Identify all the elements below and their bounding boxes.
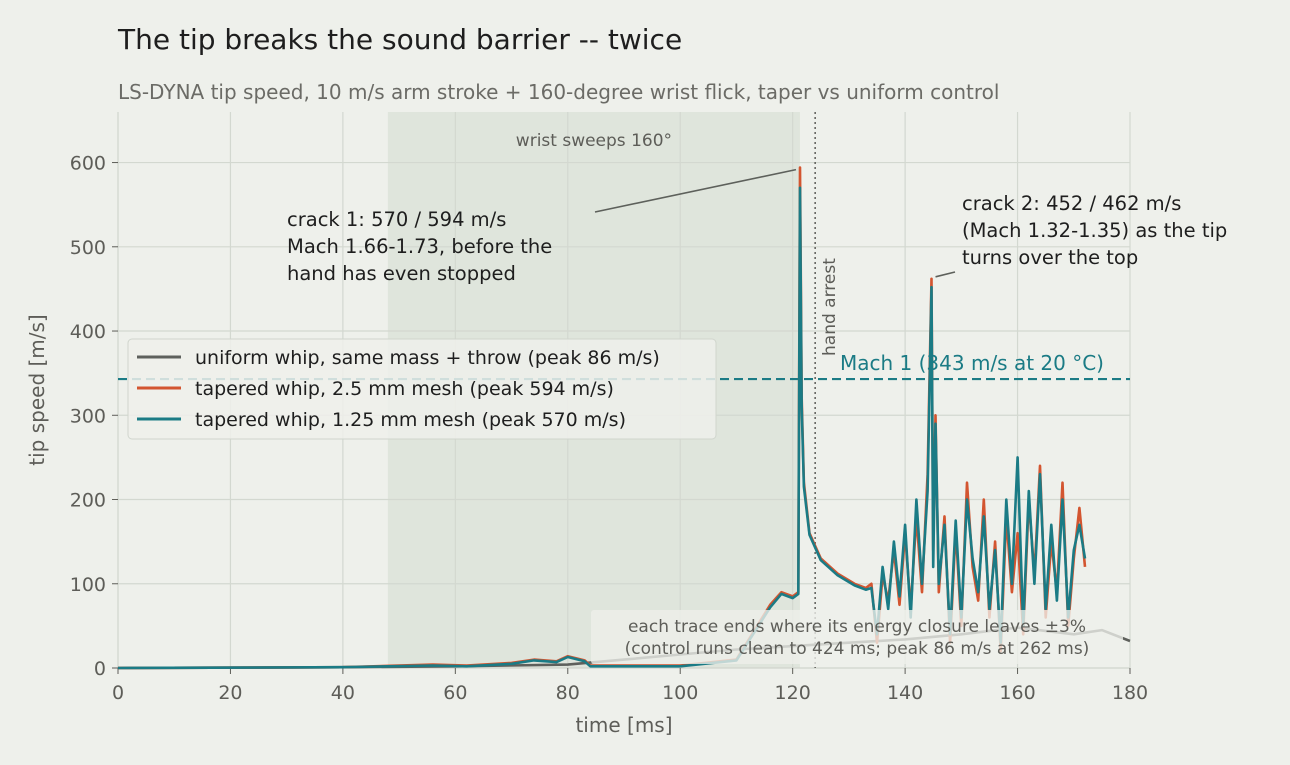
crack1-pointer [594, 168, 797, 213]
y-tick-label: 200 [70, 490, 106, 512]
crack2-annotation: turns over the top [962, 246, 1138, 269]
energy-note-box [591, 610, 1123, 664]
y-tick-label: 500 [70, 237, 106, 259]
hand-arrest-label: hand arrest [820, 258, 840, 356]
crack2-pointer [935, 271, 956, 278]
x-tick-label: 140 [887, 682, 923, 704]
legend-label: tapered whip, 1.25 mm mesh (peak 570 m/s… [195, 409, 626, 431]
y-tick-label: 100 [70, 574, 106, 596]
x-tick-label: 40 [331, 682, 355, 704]
y-tick-label: 0 [94, 658, 106, 680]
legend-box [127, 338, 717, 440]
x-tick-label: 0 [112, 682, 124, 704]
chart-title: The tip breaks the sound barrier -- twic… [117, 23, 682, 56]
y-tick-label: 300 [70, 405, 106, 427]
y-tick-label: 400 [70, 321, 106, 343]
energy-note: each trace ends where its energy closure… [628, 617, 1086, 637]
crack2-annotation: crack 2: 452 / 462 m/s [962, 192, 1181, 215]
plot-area: 0 20 40 60 80 100 120 140 160 180 0 100 200 300 400 500… [25, 112, 1227, 737]
x-tick-label: 160 [999, 682, 1035, 704]
crack2-annotation: (Mach 1.32-1.35) as the tip [962, 219, 1227, 242]
x-axis-label: time [ms] [575, 713, 672, 737]
x-tick-label: 80 [556, 682, 580, 704]
x-tick-label: 180 [1112, 682, 1148, 704]
mach1-label: Mach 1 (343 m/s at 20 °C) [840, 351, 1104, 375]
y-tick-label: 600 [70, 153, 106, 175]
legend: uniform whip, same mass + throw (peak 86… [127, 338, 717, 440]
x-tick-label: 20 [218, 682, 242, 704]
crack1-annotation: Mach 1.66-1.73, before the [287, 235, 552, 258]
x-tick-label: 100 [662, 682, 698, 704]
legend-label: uniform whip, same mass + throw (peak 86… [195, 347, 660, 369]
x-tick-label: 60 [443, 682, 467, 704]
x-tick-label: 120 [775, 682, 811, 704]
crack1-annotation: crack 1: 570 / 594 m/s [287, 208, 506, 231]
legend-label: tapered whip, 2.5 mm mesh (peak 594 m/s) [195, 378, 614, 400]
y-axis-label: tip speed [m/s] [25, 314, 49, 465]
wrist-sweep-label: wrist sweeps 160° [516, 131, 672, 151]
energy-note: (control runs clean to 424 ms; peak 86 m… [625, 639, 1090, 659]
chart-subtitle: LS-DYNA tip speed, 10 m/s arm stroke + 1… [118, 80, 999, 104]
crack1-annotation: hand has even stopped [287, 262, 516, 285]
